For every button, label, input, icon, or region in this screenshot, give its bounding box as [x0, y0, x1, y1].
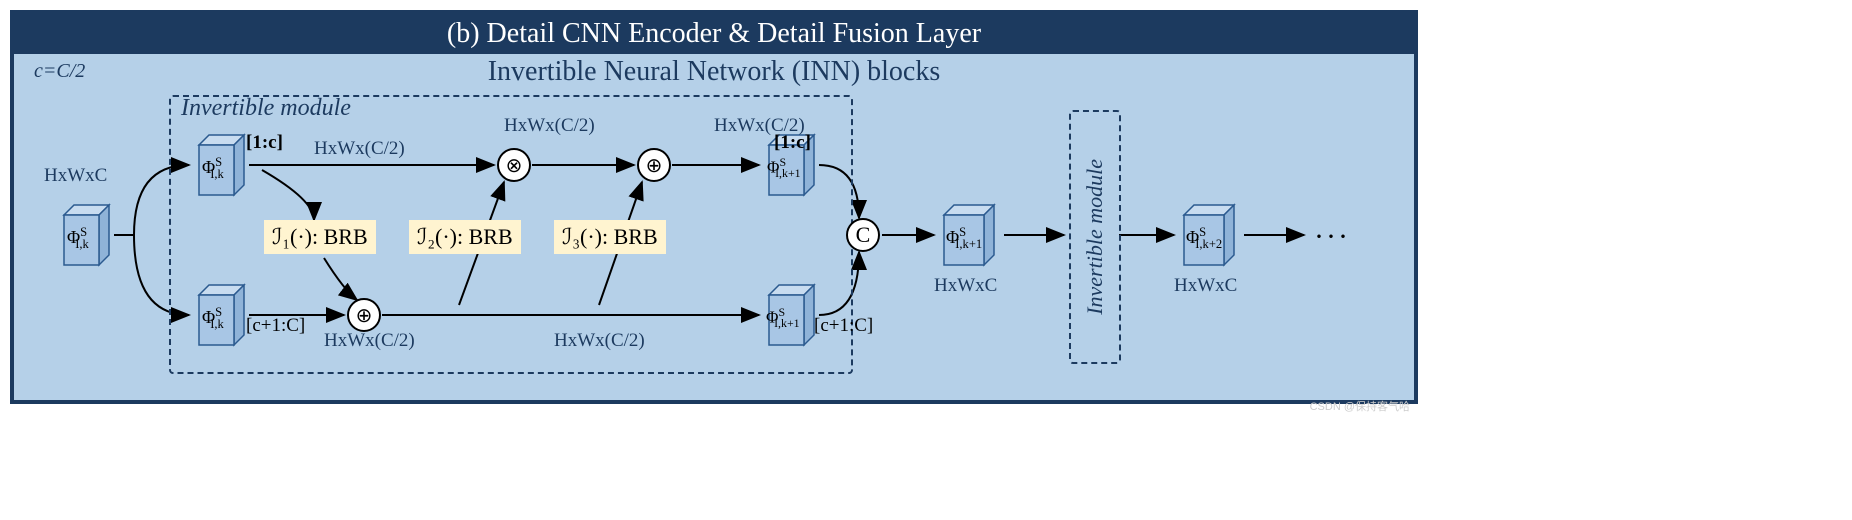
invertible-module-box-2: Invertible module: [1069, 110, 1121, 364]
slice-bottom: [c+1:C]: [246, 315, 305, 337]
dim-bot2: HxWx(C/2): [554, 330, 645, 352]
op-add-bottom: ⊕: [347, 298, 381, 332]
ellipsis: ···: [1314, 220, 1350, 254]
cube-out-bottom: ΦSI,k+1: [759, 280, 819, 350]
cube-k1: ΦSI,k+1: [934, 200, 1004, 270]
slice-top: [1:c]: [246, 132, 283, 154]
dim-k2: HxWxC: [1174, 275, 1237, 297]
title-bar: (b) Detail CNN Encoder & Detail Fusion L…: [14, 14, 1414, 54]
module-title: Invertible module: [181, 95, 351, 122]
brb-i3: ℐ₃(·): BRB: [554, 220, 666, 254]
slice-bottom-out: [c+1:C]: [814, 315, 873, 337]
brb-i1: ℐ₁(·): BRB: [264, 220, 376, 254]
op-mult: ⊗: [497, 148, 531, 182]
dim-top1: HxWx(C/2): [314, 138, 405, 160]
content-area: c=C/2: [14, 90, 1414, 400]
op-add-top: ⊕: [637, 148, 671, 182]
watermark: CSDN @保持客气哈: [1310, 398, 1410, 414]
dim-k1: HxWxC: [934, 275, 997, 297]
module-title-2: Invertible module: [1082, 159, 1108, 315]
slice-top-out: [1:c]: [774, 132, 811, 154]
cube-k2: ΦSI,k+2: [1174, 200, 1244, 270]
op-concat: C: [846, 218, 880, 252]
dim-top2: HxWx(C/2): [504, 115, 595, 137]
cube-split-top: ΦSI,k: [189, 130, 249, 200]
cube-input: ΦSI,k: [54, 200, 114, 270]
cube-split-bottom: ΦSI,k: [189, 280, 249, 350]
dim-bot1: HxWx(C/2): [324, 330, 415, 352]
inn-subtitle: Invertible Neural Network (INN) blocks: [14, 54, 1414, 90]
diagram-frame: (b) Detail CNN Encoder & Detail Fusion L…: [10, 10, 1418, 404]
dim-input: HxWxC: [44, 165, 107, 187]
corner-c-label: c=C/2: [34, 60, 85, 83]
brb-i2: ℐ₂(·): BRB: [409, 220, 521, 254]
